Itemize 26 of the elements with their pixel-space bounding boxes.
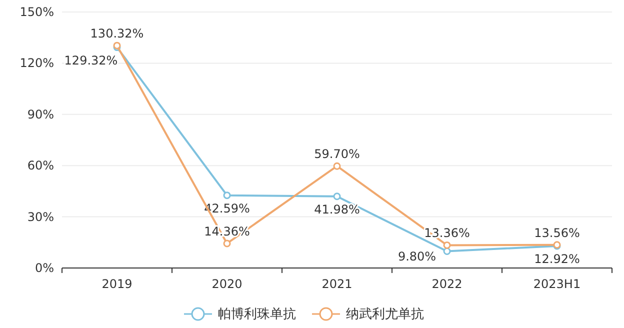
point (223, 192, 231, 200)
y-tick-label: 60% (27, 158, 54, 173)
point (223, 240, 231, 248)
point (333, 192, 341, 200)
y-tick-label: 30% (27, 210, 54, 224)
y-tick-label: 120% (20, 56, 54, 70)
data-label: 41.98% (314, 202, 360, 216)
legend-label: 帕博利珠单抗 (218, 307, 296, 322)
data-label: 9.80% (398, 249, 436, 264)
y-tick-label: 150% (20, 5, 54, 19)
data-label: 59.70% (314, 147, 360, 162)
point (443, 248, 451, 256)
data-label: 129.32% (64, 53, 118, 68)
data-label: 13.56% (534, 226, 580, 240)
x-tick-label: 2019 (102, 277, 132, 291)
data-label: 12.92% (534, 252, 580, 266)
x-tick-label: 2020 (212, 277, 242, 291)
x-tick-label: 2021 (322, 277, 352, 291)
legend-label: 纳武利尤单抗 (346, 307, 424, 322)
point (443, 241, 451, 249)
point (333, 162, 341, 170)
y-tick-label: 90% (27, 107, 54, 122)
y-tick-label: 0% (34, 261, 54, 275)
data-label: 130.32% (90, 26, 144, 41)
x-tick-label: 2022 (432, 277, 462, 291)
x-tick-label: 2023H1 (533, 277, 581, 291)
